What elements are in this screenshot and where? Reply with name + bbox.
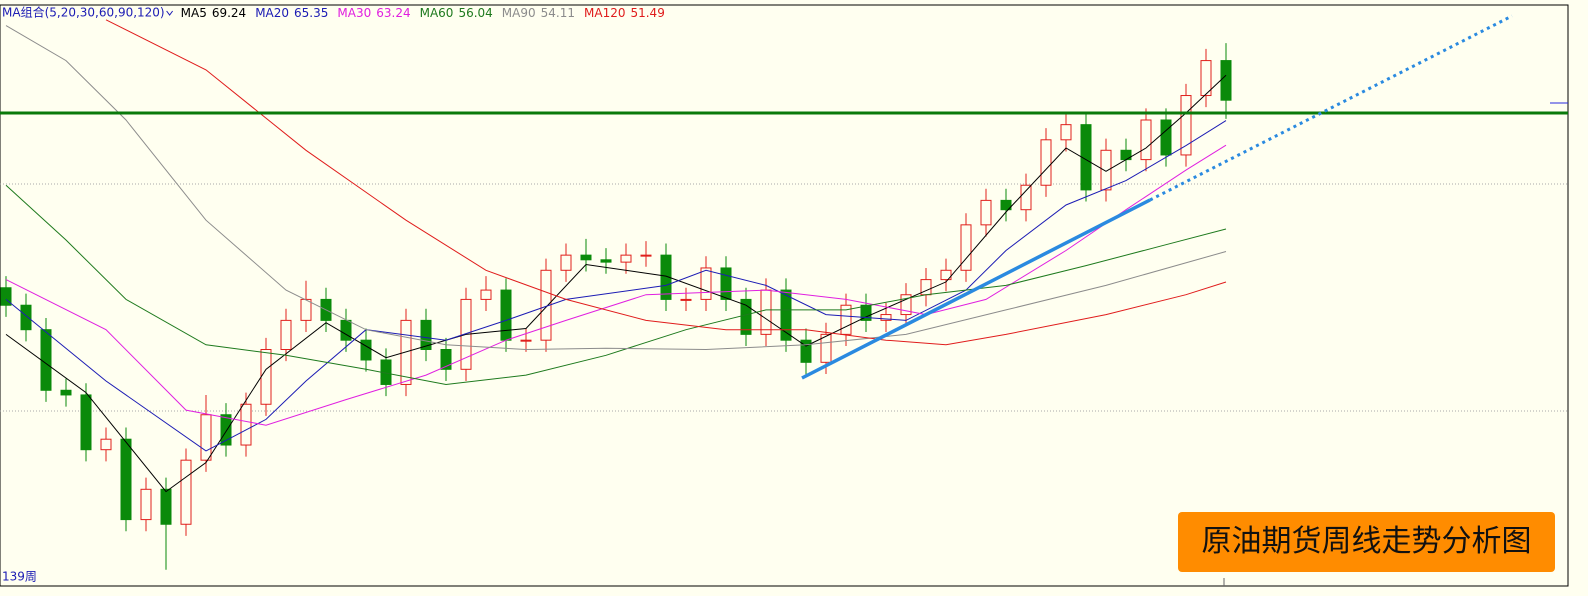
candle-body [980, 199, 992, 226]
candle-body [900, 294, 912, 316]
legend-entry: MA120 51.49 [584, 6, 665, 20]
candle-body [140, 488, 152, 521]
candle-body [640, 254, 652, 257]
candle-body [620, 254, 632, 263]
legend-value: 54.11 [541, 6, 575, 20]
ma-line [5, 74, 1227, 493]
legend-value: 65.35 [294, 6, 328, 20]
period-label: 139周 [2, 570, 37, 584]
trend-line [801, 198, 1151, 380]
candle-body [1120, 149, 1132, 161]
legend-value: 69.24 [212, 6, 246, 20]
candle-body [280, 319, 292, 351]
candle-body [1040, 139, 1052, 186]
candle-body [880, 314, 892, 321]
legend-name: MA90 [502, 6, 536, 20]
legend-name: MA60 [420, 6, 454, 20]
candle-body [540, 269, 552, 341]
candle-body [1020, 184, 1032, 211]
candle-body [940, 269, 952, 281]
candle-body [300, 298, 312, 321]
candle-body [1200, 60, 1212, 97]
candle-body [260, 349, 272, 405]
marks [0, 19, 1232, 570]
candle-body [1060, 124, 1072, 141]
legend-entry: MA5 69.24 [181, 6, 247, 20]
legend-entry: MA20 65.35 [255, 6, 328, 20]
candle-body [560, 254, 572, 271]
candle-body [600, 259, 612, 263]
candle-body [580, 254, 592, 261]
candle-body [180, 459, 192, 525]
legend-name: MA30 [337, 6, 371, 20]
legend-entry: MA60 56.04 [420, 6, 493, 20]
ma-line [5, 25, 1227, 351]
legend-name: MA5 [181, 6, 207, 20]
ma-line [5, 144, 1227, 426]
candle-body [160, 488, 172, 525]
legend-title: MA组合(5,20,30,60,90,120) [2, 5, 165, 20]
legend-entry: MA30 63.24 [337, 6, 410, 20]
candle-body [480, 289, 492, 300]
candle-body [800, 339, 812, 363]
candle-body [1100, 149, 1112, 191]
candle-body [420, 319, 432, 351]
candle-body [760, 289, 772, 335]
candle-body [80, 394, 92, 451]
candle-body [1180, 95, 1192, 156]
legend-name: MA120 [584, 6, 625, 20]
candle-body [220, 414, 232, 446]
candle-body [660, 254, 672, 300]
legend-value: 51.49 [630, 6, 664, 20]
candle-body [1140, 119, 1152, 161]
candle-body [500, 289, 512, 341]
candle-body [520, 339, 532, 342]
candle-body [200, 414, 212, 461]
dropdown-arrow [166, 10, 174, 16]
candle-body [780, 289, 792, 341]
candle-body [860, 304, 872, 321]
candle-body [680, 298, 692, 301]
annotation: 原油期货周线走势分析图 [1201, 524, 1532, 559]
candle-body [340, 319, 352, 341]
candle-body [60, 389, 72, 396]
ma-line [5, 184, 1227, 386]
candle-body [720, 267, 732, 300]
candle-body [1000, 199, 1012, 211]
annotation-box: 原油期货周线走势分析图 [1178, 512, 1555, 572]
ma-line [5, 120, 1227, 452]
candle-body [700, 267, 712, 300]
legend-entry: MA90 54.11 [502, 6, 575, 20]
candle-body [440, 349, 452, 370]
candle-body [1160, 119, 1172, 156]
candle-body [40, 329, 52, 391]
candle-body [100, 438, 112, 451]
candle-body [820, 333, 832, 363]
candle-body [1220, 60, 1232, 101]
candle-body [740, 298, 752, 335]
candle-body [840, 304, 852, 335]
candle-body [240, 403, 252, 446]
candle-body [120, 438, 132, 521]
candle-body [20, 304, 32, 331]
candle-body [960, 224, 972, 271]
candle-body [0, 287, 12, 306]
candle-body [360, 339, 372, 361]
ma-line [105, 19, 1227, 346]
legend-value: 63.24 [376, 6, 410, 20]
candle-body [400, 319, 412, 385]
legend-name: MA20 [255, 6, 289, 20]
trend-extension [1149, 14, 1513, 202]
legend-value: 56.04 [458, 6, 492, 20]
